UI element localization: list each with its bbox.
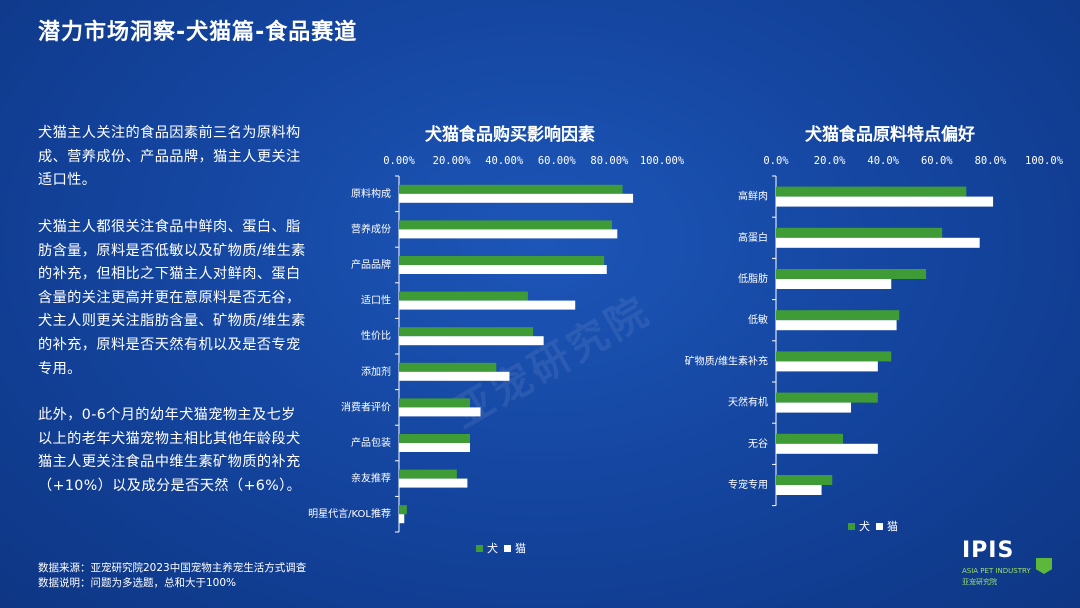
chart-1-bar-cat xyxy=(399,193,634,203)
chart-2-category-label: 矿物质/维生素补充 xyxy=(685,354,768,367)
chart-2-bar-dog xyxy=(776,310,900,321)
chart-2-bar-dog xyxy=(776,351,892,362)
chart-2-bar-dog xyxy=(776,392,878,403)
chart-2-legend-cat: 猫 xyxy=(887,520,898,533)
chart-1-bar-dog xyxy=(399,327,534,337)
chart-2-bar-cat xyxy=(776,320,897,331)
chart-1-category-label: 产品包装 xyxy=(351,436,391,449)
chart-1-bar-dog xyxy=(399,362,497,372)
chart-2-category-label: 低敏 xyxy=(748,313,768,326)
chart-1-category-label: 原料构成 xyxy=(351,187,391,200)
source-line-2: 数据说明：问题为多选题，总和大于100% xyxy=(38,577,237,589)
chart-2-tick-label: 100.0% xyxy=(1025,155,1064,167)
chart-2-bar-dog xyxy=(776,227,943,238)
chart-1-bar-dog xyxy=(399,184,623,194)
logo-badge-icon xyxy=(1036,558,1052,574)
chart-1-bar-cat xyxy=(399,336,544,346)
chart-1-tick-label: 60.00% xyxy=(538,155,577,167)
chart-1-category-label: 明星代言/KOL推荐 xyxy=(308,507,391,520)
chart-1-category-label: 营养成份 xyxy=(351,222,391,235)
chart-2-bar-cat xyxy=(776,279,892,289)
chart-2-category-label: 天然有机 xyxy=(728,396,768,409)
chart-2-category-label: 低脂肪 xyxy=(738,272,768,285)
chart-2-bar-dog xyxy=(776,433,843,444)
chart-2-bar-dog xyxy=(776,475,833,485)
chart-2-category-label: 高鲜肉 xyxy=(738,190,768,203)
chart-1-category-label: 亲友推荐 xyxy=(351,472,391,485)
paragraph-3: 此外，0-6个月的幼年犬猫宠物主及七岁以上的老年犬猫宠物主相比其他年龄段犬猫主人… xyxy=(38,407,302,494)
chart-1-category-label: 性价比 xyxy=(361,329,391,342)
chart-2-legend-swatch-dog xyxy=(848,523,855,530)
chart-1-bar-dog xyxy=(399,256,605,265)
chart-1-category-label: 消费者评价 xyxy=(341,400,391,413)
chart-1-legend-cat: 猫 xyxy=(515,542,526,555)
chart-2-bar-cat xyxy=(776,485,822,495)
chart-1-category-label: 产品品牌 xyxy=(351,258,391,271)
page-title: 潜力市场洞察-犬猫篇-食品赛道 xyxy=(38,20,358,45)
chart-1-bar-cat xyxy=(399,371,510,381)
chart-2-legend-dog: 犬 xyxy=(859,519,870,533)
chart-1-tick-label: 0.00% xyxy=(383,155,415,167)
chart-1-bar-dog xyxy=(399,220,613,230)
chart-1-bar-cat xyxy=(399,443,471,452)
chart-1-tick-label: 40.00% xyxy=(485,155,524,167)
chart-2-bar-cat xyxy=(776,361,878,372)
logo-sub-1: ASIA PET INDUSTRY xyxy=(962,567,1031,575)
chart-1-bar-cat xyxy=(399,514,405,524)
chart-1-bar-dog xyxy=(399,469,457,479)
paragraph-1: 犬猫主人关注的食品因素前三名为原料构成、营养成份、产品品牌，猫主人更关注适口性。 xyxy=(38,125,301,189)
chart-2-bar-dog xyxy=(776,269,927,279)
chart-2-title: 犬猫食品原料特点偏好 xyxy=(805,125,975,145)
chart-1-bar-cat xyxy=(399,265,607,274)
chart-1-category-label: 添加剂 xyxy=(361,365,391,378)
chart-2-bar-cat xyxy=(776,237,980,248)
chart-1-bar-dog xyxy=(399,434,471,443)
chart-2-bar-cat xyxy=(776,443,878,454)
chart-1-tick-label: 80.00% xyxy=(590,155,629,167)
chart-1-bar-cat xyxy=(399,478,468,488)
logo-sub-2: 亚宠研究院 xyxy=(962,578,997,586)
source-note: 数据来源：亚宠研究院2023中国宠物主养宠生活方式调查 数据说明：问题为多选题，… xyxy=(38,561,306,591)
chart-2-tick-label: 40.0% xyxy=(867,155,899,167)
chart-1-bar-dog xyxy=(399,291,528,301)
chart-2-category-label: 高蛋白 xyxy=(738,231,768,244)
chart-1-legend-dog: 犬 xyxy=(487,541,498,555)
chart-2-tick-label: 60.0% xyxy=(921,155,953,167)
chart-1-bar-cat xyxy=(399,300,576,310)
chart-1-bar-cat xyxy=(399,229,618,239)
chart-1-bar-dog xyxy=(399,398,471,408)
chart-2-tick-label: 20.0% xyxy=(814,155,846,167)
ipis-logo: IPIS ASIA PET INDUSTRY 亚宠研究院 xyxy=(962,538,1062,598)
chart-2-tick-label: 80.0% xyxy=(975,155,1007,167)
chart-1-title: 犬猫食品购买影响因素 xyxy=(425,125,595,145)
chart-1-bar-dog xyxy=(399,505,407,515)
chart-2-tick-label: 0.0% xyxy=(763,155,789,167)
logo-name: IPIS xyxy=(962,538,1015,563)
chart-1-category-label: 适口性 xyxy=(361,294,391,307)
chart-2-legend-swatch-cat xyxy=(876,523,883,530)
source-line-1: 数据来源：亚宠研究院2023中国宠物主养宠生活方式调查 xyxy=(38,562,307,574)
chart-2-bar-cat xyxy=(776,196,994,207)
chart-1-tick-label: 20.00% xyxy=(433,155,472,167)
paragraph-2: 犬猫主人都很关注食品中鲜肉、蛋白、脂肪含量，原料是否低敏以及矿物质/维生素的补充… xyxy=(38,219,306,377)
chart-2-bar-cat xyxy=(776,402,852,413)
chart-1-tick-label: 100.00% xyxy=(640,155,685,167)
chart-2-category-label: 无谷 xyxy=(748,438,768,450)
chart-2-bar-dog xyxy=(776,186,967,197)
chart-2-category-label: 专宠专用 xyxy=(728,478,768,491)
chart-1-bar-cat xyxy=(399,407,481,417)
chart-1-legend-swatch-dog xyxy=(476,545,483,552)
chart-1-legend-swatch-cat xyxy=(504,545,511,552)
